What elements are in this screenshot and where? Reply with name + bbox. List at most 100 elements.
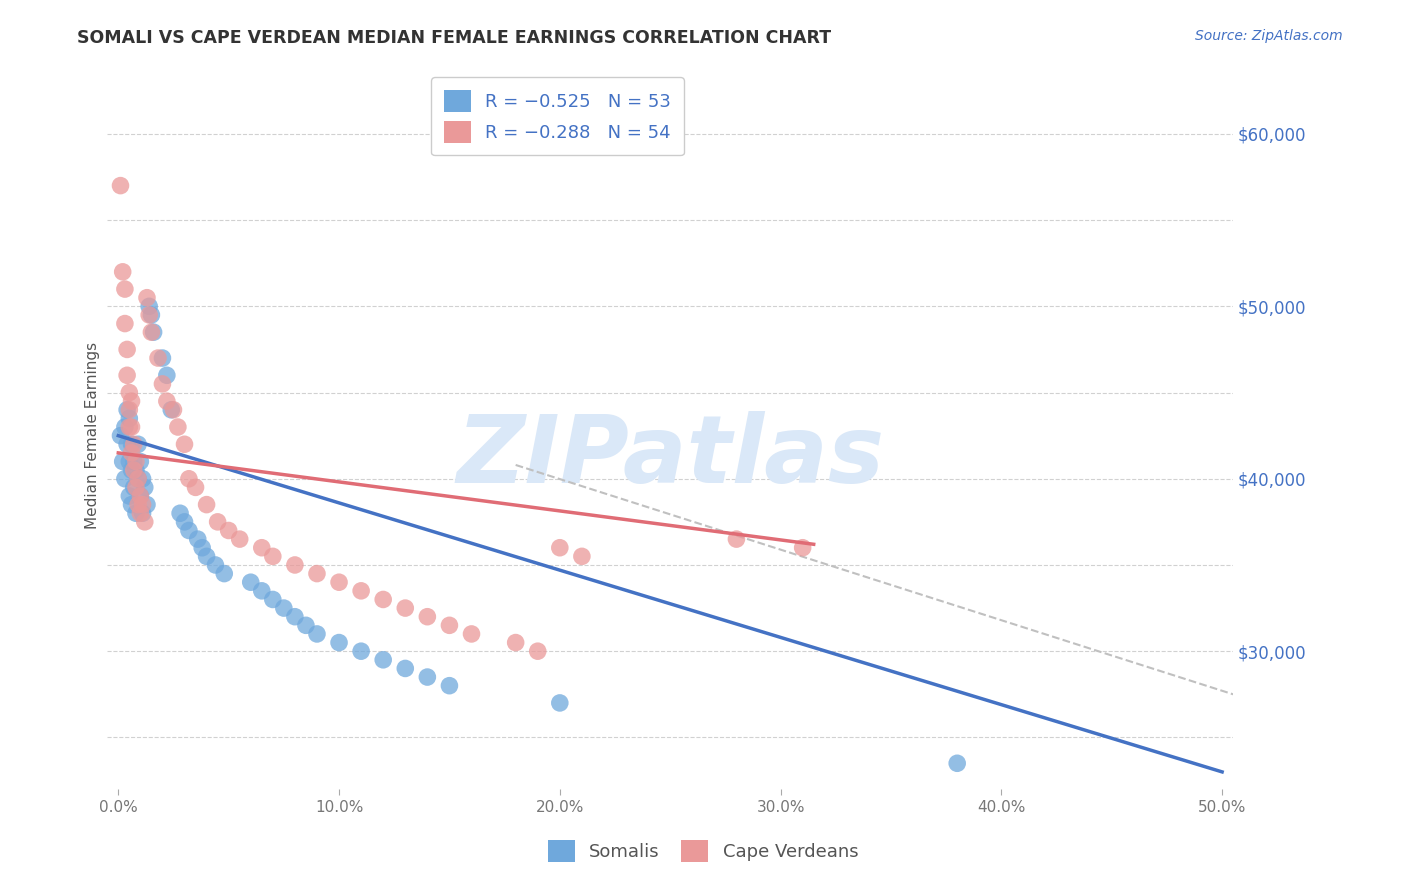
Point [156, 368, 179, 383]
Point [138, 308, 160, 322]
Point [725, 532, 748, 546]
Point [177, 472, 200, 486]
Point [110, 428, 132, 442]
Point [548, 541, 571, 555]
Point [118, 420, 141, 434]
Point [121, 498, 143, 512]
Point [125, 480, 148, 494]
Point [250, 583, 273, 598]
Point [110, 178, 132, 193]
Point [121, 394, 143, 409]
Point [136, 498, 159, 512]
Point [127, 472, 149, 486]
Point [394, 601, 416, 615]
Point [394, 661, 416, 675]
Point [115, 343, 138, 357]
Point [792, 541, 814, 555]
Point [350, 583, 373, 598]
Point [328, 575, 350, 590]
Point [195, 549, 218, 564]
Point [273, 601, 295, 615]
Point [121, 463, 143, 477]
Point [118, 489, 141, 503]
Point [122, 437, 145, 451]
Point [305, 566, 328, 581]
Point [173, 437, 195, 451]
Point [127, 472, 149, 486]
Point [138, 299, 160, 313]
Point [328, 635, 350, 649]
Point [284, 609, 307, 624]
Point [142, 325, 165, 339]
Point [131, 498, 153, 512]
Text: SOMALI VS CAPE VERDEAN MEDIAN FEMALE EARNINGS CORRELATION CHART: SOMALI VS CAPE VERDEAN MEDIAN FEMALE EAR… [77, 29, 831, 46]
Point [284, 558, 307, 572]
Point [439, 679, 461, 693]
Point [416, 609, 439, 624]
Point [305, 627, 328, 641]
Point [121, 446, 143, 460]
Point [131, 506, 153, 520]
Point [129, 454, 152, 468]
Point [218, 524, 240, 538]
Point [156, 394, 179, 409]
Point [416, 670, 439, 684]
Point [129, 489, 152, 503]
Point [141, 308, 163, 322]
Point [111, 265, 134, 279]
Point [118, 385, 141, 400]
Point [152, 376, 174, 391]
Point [177, 524, 200, 538]
Point [118, 411, 141, 425]
Point [373, 653, 395, 667]
Point [121, 437, 143, 451]
Point [115, 402, 138, 417]
Point [548, 696, 571, 710]
Point [571, 549, 593, 564]
Point [350, 644, 373, 658]
Point [122, 463, 145, 477]
Text: Source: ZipAtlas.com: Source: ZipAtlas.com [1195, 29, 1343, 43]
Point [526, 644, 548, 658]
Point [114, 472, 136, 486]
Point [262, 592, 284, 607]
Point [115, 368, 138, 383]
Point [152, 351, 174, 365]
Point [125, 506, 148, 520]
Point [505, 635, 527, 649]
Point [946, 756, 969, 771]
Point [125, 454, 148, 468]
Point [111, 454, 134, 468]
Legend: Somalis, Cape Verdeans: Somalis, Cape Verdeans [540, 833, 866, 870]
Point [191, 541, 214, 555]
Point [134, 515, 156, 529]
Point [173, 515, 195, 529]
Point [212, 566, 235, 581]
Point [250, 541, 273, 555]
Point [373, 592, 395, 607]
Text: ZIPatlas: ZIPatlas [456, 411, 884, 503]
Point [204, 558, 226, 572]
Point [439, 618, 461, 632]
Y-axis label: Median Female Earnings: Median Female Earnings [86, 343, 100, 529]
Point [127, 437, 149, 451]
Point [187, 532, 209, 546]
Point [125, 463, 148, 477]
Point [239, 575, 262, 590]
Point [169, 506, 191, 520]
Point [114, 420, 136, 434]
Point [162, 402, 184, 417]
Point [122, 480, 145, 494]
Legend: R = −0.525   N = 53, R = −0.288   N = 54: R = −0.525 N = 53, R = −0.288 N = 54 [432, 77, 683, 155]
Point [121, 420, 143, 434]
Point [118, 402, 141, 417]
Point [127, 498, 149, 512]
Point [228, 532, 250, 546]
Point [129, 489, 152, 503]
Point [207, 515, 229, 529]
Point [122, 454, 145, 468]
Point [295, 618, 318, 632]
Point [262, 549, 284, 564]
Point [167, 420, 190, 434]
Point [131, 472, 153, 486]
